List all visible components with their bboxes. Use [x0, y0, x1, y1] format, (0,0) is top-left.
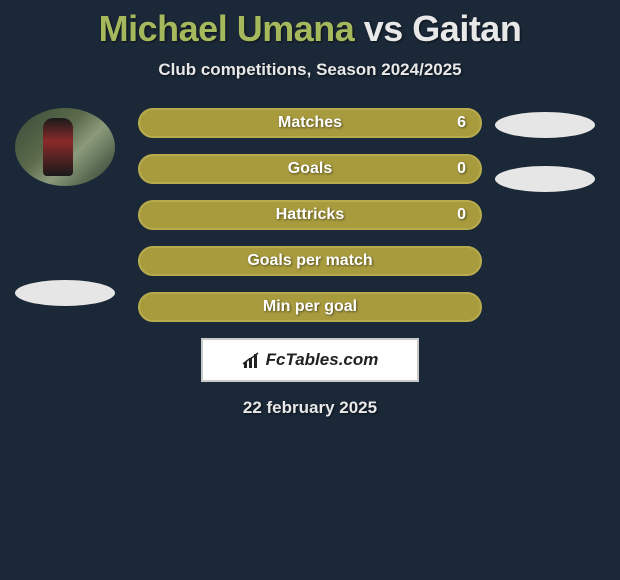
- brand-box[interactable]: FcTables.com: [201, 338, 419, 382]
- stat-label: Goals per match: [247, 252, 372, 270]
- bar-chart-icon: [242, 352, 262, 368]
- comparison-title: Michael Umana vs Gaitan: [0, 0, 620, 50]
- stat-bar-matches: Matches 6: [138, 108, 482, 138]
- left-placeholder-pill: [15, 280, 115, 306]
- stat-value: 0: [457, 206, 466, 224]
- stat-bars: Matches 6 Goals 0 Hattricks 0 Goals per …: [138, 108, 482, 322]
- right-placeholder-pill-2: [495, 166, 595, 192]
- stat-label: Min per goal: [263, 298, 357, 316]
- stat-value: 6: [457, 114, 466, 132]
- stat-label: Hattricks: [276, 206, 344, 224]
- vs-separator: vs: [354, 8, 412, 49]
- stat-label: Goals: [288, 160, 332, 178]
- player1-avatar: [15, 108, 115, 186]
- stat-bar-goals: Goals 0: [138, 154, 482, 184]
- player2-name: Gaitan: [412, 8, 521, 49]
- subtitle: Club competitions, Season 2024/2025: [0, 60, 620, 80]
- content-area: Matches 6 Goals 0 Hattricks 0 Goals per …: [0, 108, 620, 418]
- brand-text: FcTables.com: [266, 350, 379, 370]
- stat-bar-hattricks: Hattricks 0: [138, 200, 482, 230]
- right-player-column: [490, 108, 600, 220]
- player1-name: Michael Umana: [99, 8, 355, 49]
- left-player-column: [10, 108, 120, 334]
- stat-bar-goals-per-match: Goals per match: [138, 246, 482, 276]
- brand-label: FcTables.com: [242, 350, 379, 370]
- footer-date: 22 february 2025: [0, 398, 620, 418]
- stat-value: 0: [457, 160, 466, 178]
- stat-bar-min-per-goal: Min per goal: [138, 292, 482, 322]
- right-placeholder-pill-1: [495, 112, 595, 138]
- stat-label: Matches: [278, 114, 342, 132]
